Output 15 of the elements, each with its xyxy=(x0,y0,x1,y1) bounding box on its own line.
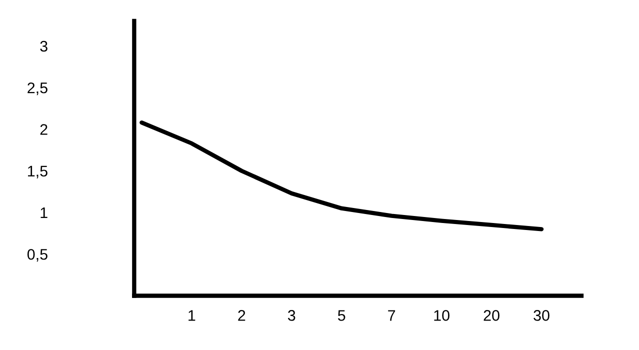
line-series xyxy=(140,120,544,232)
x-tick-label: 2 xyxy=(238,310,246,321)
x-tick-label: 10 xyxy=(434,310,450,321)
x-tick-label: 20 xyxy=(484,310,500,321)
x-tick-label: 1 xyxy=(188,310,196,321)
y-tick-label: 1 xyxy=(40,208,48,218)
x-tick-label: 7 xyxy=(388,310,396,321)
x-tick-label: 30 xyxy=(534,310,550,321)
y-tick-label: 2 xyxy=(40,124,48,135)
y-tick-label: 0,5 xyxy=(27,248,48,262)
y-tick-label: 2,5 xyxy=(28,82,48,96)
x-tick-label: 5 xyxy=(338,310,346,321)
y-tick-label: 1,5 xyxy=(28,166,48,178)
y-tick-label: 3 xyxy=(40,40,48,52)
x-tick-label: 3 xyxy=(288,310,296,321)
